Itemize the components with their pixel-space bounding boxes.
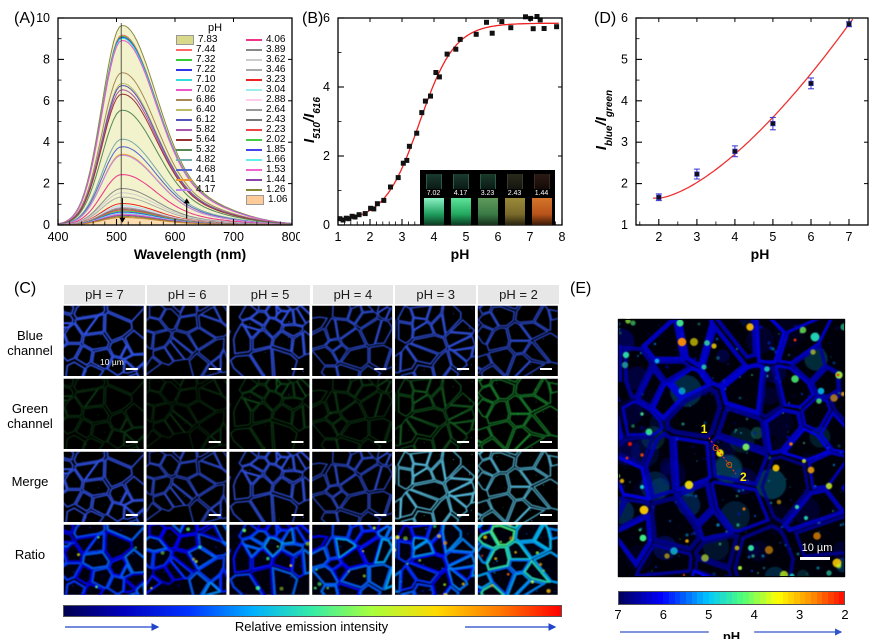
svg-text:2: 2	[367, 230, 374, 244]
svg-text:6: 6	[495, 230, 502, 244]
svg-text:3: 3	[621, 135, 628, 149]
svg-text:3: 3	[693, 230, 700, 244]
svg-text:5: 5	[769, 230, 776, 244]
svg-text:0: 0	[43, 218, 50, 232]
svg-text:700: 700	[223, 230, 244, 244]
svg-text:0: 0	[323, 218, 330, 232]
svg-text:5: 5	[463, 230, 470, 244]
svg-text:I510/I616: I510/I616	[302, 97, 323, 143]
svg-text:500: 500	[106, 230, 127, 244]
svg-text:2: 2	[43, 177, 50, 191]
svg-text:5: 5	[621, 52, 628, 66]
svg-text:4: 4	[621, 94, 628, 108]
svg-text:4: 4	[43, 135, 50, 149]
svg-text:800: 800	[282, 230, 300, 244]
svg-text:8: 8	[43, 52, 50, 66]
svg-text:6: 6	[808, 230, 815, 244]
svg-text:6: 6	[43, 94, 50, 108]
svg-text:2: 2	[655, 230, 662, 244]
svg-text:600: 600	[165, 230, 186, 244]
svg-text:1: 1	[621, 218, 628, 232]
svg-text:400: 400	[48, 230, 69, 244]
svg-text:7: 7	[527, 230, 534, 244]
svg-text:2: 2	[621, 177, 628, 191]
svg-text:10: 10	[36, 11, 50, 25]
svg-text:7: 7	[846, 230, 853, 244]
svg-text:4: 4	[731, 230, 738, 244]
svg-text:Iblue/Igreen: Iblue/Igreen	[594, 90, 615, 150]
svg-text:3: 3	[399, 230, 406, 244]
svg-text:1: 1	[335, 230, 342, 244]
svg-text:6: 6	[621, 11, 628, 25]
svg-text:4: 4	[431, 230, 438, 244]
svg-text:8: 8	[559, 230, 566, 244]
